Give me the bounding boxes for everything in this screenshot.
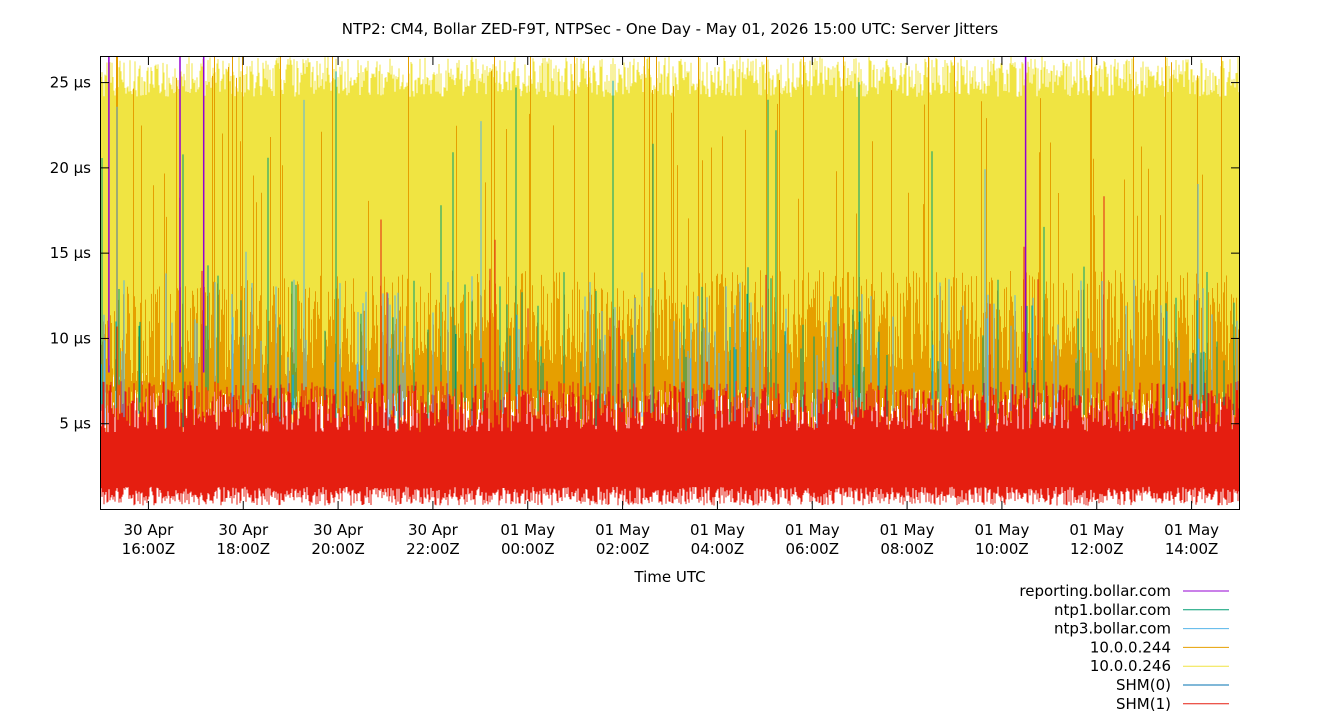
x-tick-label-date: 01 May bbox=[1069, 521, 1124, 539]
chart-title: NTP2: CM4, Bollar ZED-F9T, NTPSec - One … bbox=[342, 20, 999, 38]
x-tick-label-time: 14:00Z bbox=[1165, 540, 1219, 558]
plot-data bbox=[101, 57, 1239, 506]
legend-label: SHM(1) bbox=[1116, 695, 1171, 713]
legend-label: reporting.bollar.com bbox=[1019, 582, 1171, 600]
y-tick-label: 25 µs bbox=[50, 74, 91, 92]
y-axis: 5 µs 10 µs 15 µs 20 µs 25 µs bbox=[50, 74, 1239, 433]
x-tick-label-time: 16:00Z bbox=[122, 540, 176, 558]
series-ntp1-bollar-com-line bbox=[101, 71, 1235, 432]
x-tick-label-date: 01 May bbox=[785, 521, 840, 539]
x-tick-label-time: 02:00Z bbox=[596, 540, 650, 558]
x-tick-label-date: 01 May bbox=[1164, 521, 1219, 539]
x-tick-label-date: 01 May bbox=[595, 521, 650, 539]
x-tick-label-date: 01 May bbox=[880, 521, 935, 539]
y-tick-label: 15 µs bbox=[50, 244, 91, 262]
y-tick-label: 10 µs bbox=[50, 329, 91, 347]
legend-label: ntp3.bollar.com bbox=[1054, 620, 1171, 638]
x-tick-label-time: 08:00Z bbox=[880, 540, 934, 558]
x-tick-label-time: 10:00Z bbox=[975, 540, 1029, 558]
legend-label: SHM(0) bbox=[1116, 676, 1171, 694]
x-tick-label-time: 12:00Z bbox=[1070, 540, 1124, 558]
x-tick-label-date: 30 Apr bbox=[313, 521, 364, 539]
y-tick-label: 20 µs bbox=[50, 159, 91, 177]
legend-label: 10.0.0.244 bbox=[1090, 638, 1171, 656]
x-tick-label-time: 00:00Z bbox=[501, 540, 555, 558]
x-tick-label-date: 01 May bbox=[500, 521, 555, 539]
x-tick-label-date: 30 Apr bbox=[124, 521, 175, 539]
x-tick-label-date: 30 Apr bbox=[218, 521, 269, 539]
x-tick-label-date: 01 May bbox=[690, 521, 745, 539]
legend: reporting.bollar.comntp1.bollar.comntp3.… bbox=[1019, 582, 1229, 713]
series-shm-1--line bbox=[101, 196, 1239, 506]
legend-label: ntp1.bollar.com bbox=[1054, 601, 1171, 619]
x-tick-label-time: 20:00Z bbox=[311, 540, 365, 558]
legend-label: 10.0.0.246 bbox=[1090, 657, 1171, 675]
y-tick-label: 5 µs bbox=[59, 415, 91, 433]
x-tick-label-time: 18:00Z bbox=[216, 540, 270, 558]
x-tick-label-date: 30 Apr bbox=[408, 521, 459, 539]
x-axis-label: Time UTC bbox=[633, 568, 705, 586]
plot-frame bbox=[100, 56, 1240, 510]
series-reporting-bollar-com-line bbox=[108, 57, 1027, 373]
x-tick-label-date: 01 May bbox=[974, 521, 1029, 539]
x-tick-label-time: 04:00Z bbox=[691, 540, 745, 558]
series-ntp3-bollar-com-line bbox=[101, 99, 1238, 441]
x-tick-label-time: 06:00Z bbox=[785, 540, 839, 558]
x-tick-label-time: 22:00Z bbox=[406, 540, 460, 558]
